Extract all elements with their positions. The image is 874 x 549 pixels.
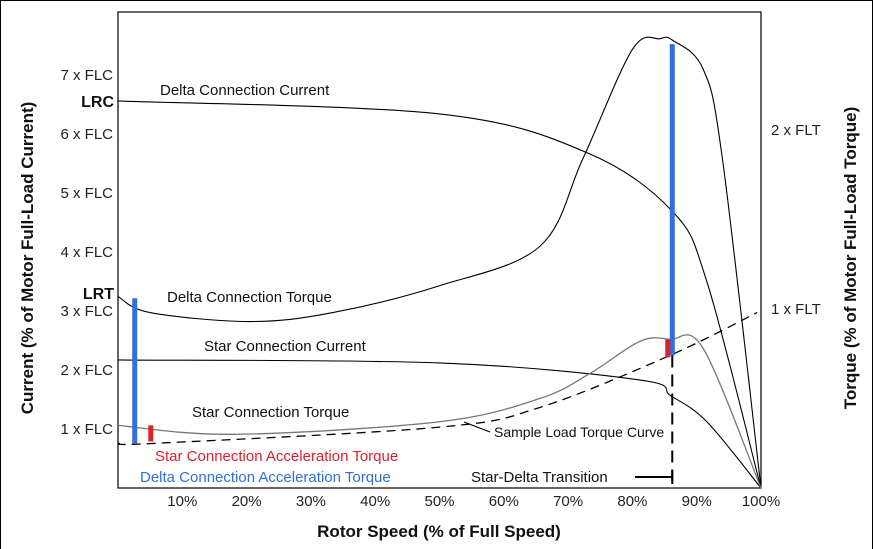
right-tick-label: 2 x FLT xyxy=(771,122,821,139)
series-star-connection-torque xyxy=(117,334,762,489)
acceleration-bars xyxy=(132,44,675,444)
x-tick-label: 30% xyxy=(296,493,326,510)
x-tick-label: 90% xyxy=(682,493,712,510)
left-tick-label: 5 x FLC xyxy=(60,185,113,202)
right-axis-title: Torque (% of Motor Full-Load Torque) xyxy=(841,107,860,409)
label-transition: Star-Delta Transition xyxy=(471,469,608,486)
label-delta-current: Delta Connection Current xyxy=(160,82,330,99)
curves xyxy=(117,36,762,489)
left-tick-label: 6 x FLC xyxy=(60,126,113,143)
label-star-accel-torque: Star Connection Acceleration Torque xyxy=(155,448,398,465)
ticks: 10% 20% 30% 40% 50% 60% 70% 80% 90% 100% 7 x FLC 6 … xyxy=(60,67,820,510)
left-axis-title: Current (% of Motor Full-Load Current) xyxy=(18,102,37,415)
right-tick-label: 1 x FLT xyxy=(771,301,821,318)
load-curve-leader xyxy=(463,421,491,433)
series-sample-load-torque-curve xyxy=(117,311,758,446)
series-delta-connection-current xyxy=(117,100,762,489)
left-tick-label: 3 x FLC xyxy=(60,303,113,320)
left-tick-label: 4 x FLC xyxy=(60,244,113,261)
x-axis-title: Rotor Speed (% of Full Speed) xyxy=(317,522,561,541)
x-tick-label: 50% xyxy=(424,493,454,510)
series-delta-connection-torque xyxy=(117,36,762,489)
x-tick-label: 40% xyxy=(360,493,390,510)
label-star-torque: Star Connection Torque xyxy=(192,404,349,421)
x-tick-label: 100% xyxy=(742,493,780,510)
left-tick-label: 7 x FLC xyxy=(60,67,113,84)
x-tick-label: 70% xyxy=(553,493,583,510)
x-tick-label: 10% xyxy=(167,493,197,510)
left-tick-label: 1 x FLC xyxy=(60,421,113,438)
label-delta-accel-torque: Delta Connection Acceleration Torque xyxy=(140,469,391,486)
label-star-current: Star Connection Current xyxy=(204,338,367,355)
marker-lrt: LRT xyxy=(83,286,114,303)
label-delta-torque: Delta Connection Torque xyxy=(167,289,332,306)
left-tick-label: 2 x FLC xyxy=(60,362,113,379)
x-tick-label: 80% xyxy=(617,493,647,510)
plot-frame xyxy=(117,11,762,489)
x-tick-label: 60% xyxy=(489,493,519,510)
marker-lrc: LRC xyxy=(81,94,114,111)
x-tick-label: 20% xyxy=(232,493,262,510)
label-load-curve: Sample Load Torque Curve xyxy=(494,424,664,440)
series-star-connection-current xyxy=(117,359,762,489)
